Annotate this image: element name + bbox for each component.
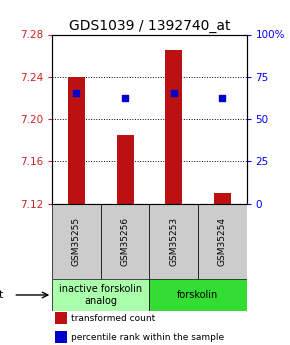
Bar [149,279,246,311]
Bar [117,135,134,204]
Text: GSM35254: GSM35254 [218,217,227,266]
Text: agent: agent [0,290,3,300]
Point [171,90,176,95]
Bar [165,50,182,204]
Text: percentile rank within the sample: percentile rank within the sample [71,333,224,342]
Text: GSM35256: GSM35256 [121,217,130,266]
Bar [214,193,231,204]
Point [220,95,224,101]
Text: transformed count: transformed count [71,314,155,323]
Title: GDS1039 / 1392740_at: GDS1039 / 1392740_at [69,19,230,33]
Bar [198,204,246,279]
Text: forskolin: forskolin [177,290,219,300]
Bar [52,204,101,279]
Text: GSM35255: GSM35255 [72,217,81,266]
Bar [101,204,149,279]
Point [123,95,127,101]
Text: GSM35253: GSM35253 [169,217,178,266]
Bar [52,279,149,311]
Bar [68,77,85,204]
Bar [149,204,198,279]
Text: inactive forskolin
analog: inactive forskolin analog [59,284,142,306]
Point [74,90,79,95]
